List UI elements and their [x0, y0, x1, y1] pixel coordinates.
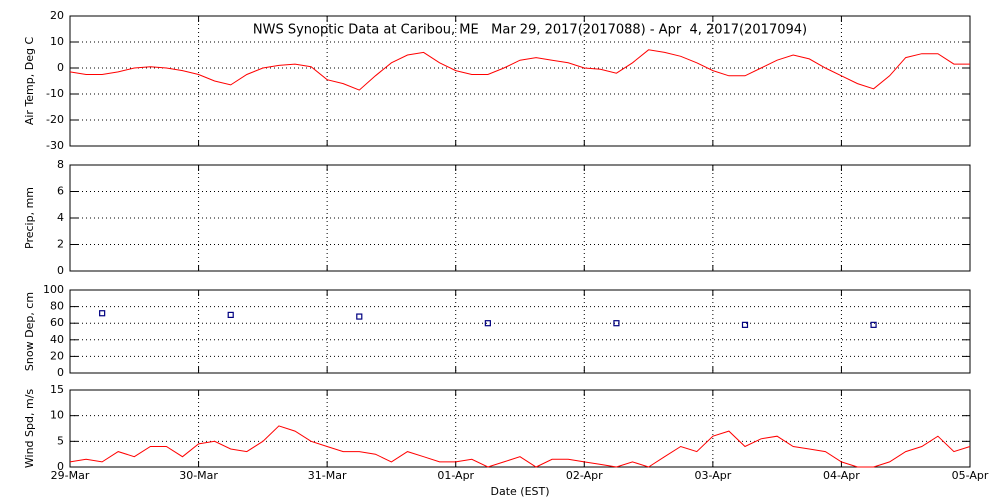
- y-tick-label: 6: [57, 185, 64, 198]
- data-point: [99, 310, 106, 317]
- y-tick-label: 0: [57, 366, 64, 379]
- plot-frame: [69, 164, 971, 272]
- x-axis-label: Date (EST): [490, 485, 549, 498]
- x-tick-label: 05-Apr: [952, 469, 989, 482]
- data-point: [227, 311, 234, 318]
- y-tick-label: -30: [46, 139, 64, 152]
- y-tick-label: 15: [50, 383, 64, 396]
- y-axis-label: Precip, mm: [23, 187, 36, 249]
- x-tick-label: 31-Mar: [308, 469, 347, 482]
- data-point: [356, 313, 363, 320]
- x-tick-label: 29-Mar: [51, 469, 90, 482]
- data-line: [69, 425, 971, 468]
- y-tick-label: 80: [50, 300, 64, 313]
- x-tick-label: 04-Apr: [823, 469, 860, 482]
- y-tick-label: 2: [57, 238, 64, 251]
- plot-frame: [69, 15, 971, 147]
- x-tick-label: 02-Apr: [566, 469, 603, 482]
- x-tick-label: 03-Apr: [694, 469, 731, 482]
- y-tick-label: 0: [57, 61, 64, 74]
- plot-frame: [69, 289, 971, 374]
- chart-title: NWS Synoptic Data at Caribou, ME Mar 29,…: [253, 23, 807, 38]
- y-tick-label: 10: [50, 409, 64, 422]
- data-point: [484, 320, 491, 327]
- y-tick-label: 100: [43, 283, 64, 296]
- x-tick-label: 30-Mar: [179, 469, 218, 482]
- y-tick-label: 10: [50, 35, 64, 48]
- y-axis-label: Wind Spd, m/s: [23, 389, 36, 469]
- y-tick-label: -10: [46, 87, 64, 100]
- y-tick-label: 20: [50, 349, 64, 362]
- data-line: [69, 49, 970, 91]
- data-point: [870, 321, 877, 328]
- y-tick-label: 20: [50, 9, 64, 22]
- y-tick-label: 60: [50, 316, 64, 329]
- y-tick-label: -20: [46, 113, 64, 126]
- y-axis-label: Air Temp, Deg C: [23, 37, 36, 126]
- x-tick-label: 01-Apr: [437, 469, 474, 482]
- y-tick-label: 40: [50, 333, 64, 346]
- y-tick-label: 8: [57, 158, 64, 171]
- data-point: [741, 321, 749, 328]
- y-tick-label: 4: [57, 211, 64, 224]
- data-point: [613, 320, 620, 327]
- y-tick-label: 0: [57, 460, 64, 473]
- y-tick-label: 5: [57, 434, 64, 447]
- y-axis-label: Snow Dep, cm: [23, 292, 36, 371]
- y-tick-label: 0: [57, 264, 64, 277]
- plot-frame: [69, 389, 971, 468]
